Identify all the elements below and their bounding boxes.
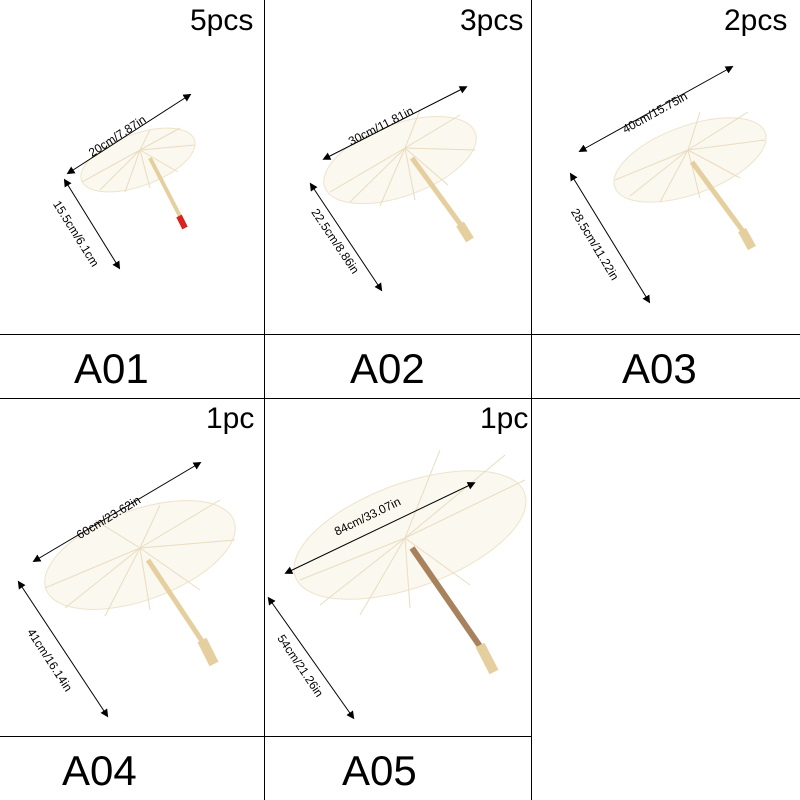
width-arrow-a05 — [284, 482, 476, 574]
height-arrow-a03 — [569, 172, 651, 304]
variant-code-a02: A02 — [350, 345, 425, 392]
grid-divider — [0, 736, 531, 737]
width-arrow-a03 — [578, 66, 734, 152]
quantity-label-a04: 1pc — [206, 402, 255, 435]
variant-code-a01: A01 — [74, 345, 149, 392]
quantity-label-a05: 1pc — [480, 402, 529, 435]
width-arrow-a02 — [322, 86, 468, 160]
grid-divider — [264, 398, 265, 800]
quantity-label-a01: 5pcs — [190, 4, 254, 37]
width-arrow-a04 — [32, 461, 202, 563]
grid-divider — [531, 398, 532, 800]
umbrella-a01-image — [80, 127, 196, 230]
variant-code-a03: A03 — [622, 345, 697, 392]
quantity-label-a03: 2pcs — [724, 4, 788, 37]
variant-code-a05: A05 — [342, 747, 417, 794]
height-arrow-a05 — [267, 596, 355, 720]
grid-divider — [531, 0, 532, 400]
variant-code-a04: A04 — [62, 747, 137, 794]
height-arrow-a02 — [309, 182, 383, 292]
height-arrow-a01 — [63, 178, 121, 270]
grid-divider — [264, 0, 265, 400]
height-arrow-a04 — [17, 580, 109, 718]
quantity-label-a02: 3pcs — [460, 4, 524, 37]
width-arrow-a01 — [66, 93, 192, 175]
grid-divider — [0, 334, 800, 335]
grid-divider — [0, 398, 800, 399]
